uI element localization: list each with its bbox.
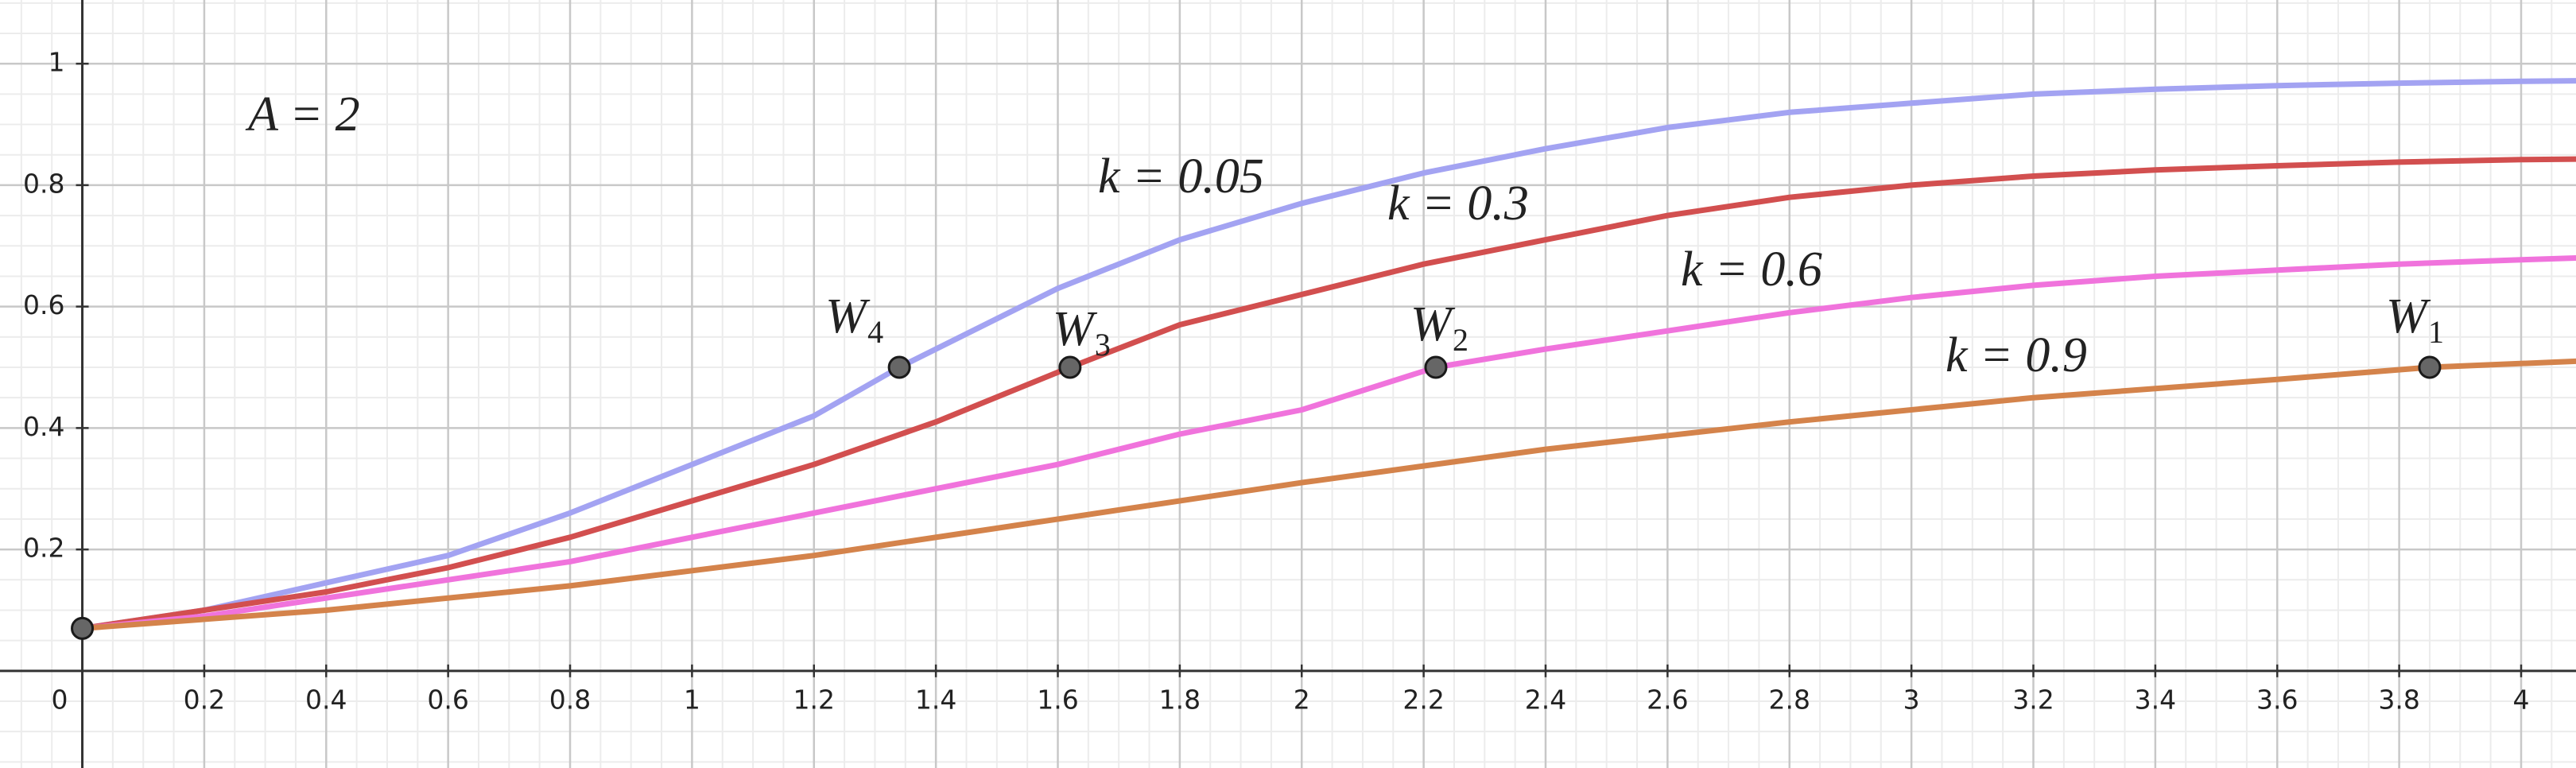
x-tick-label: 2.4 bbox=[1525, 684, 1566, 715]
point-label: W bbox=[2386, 289, 2431, 343]
point bbox=[887, 355, 911, 379]
x-tick-label: 2 bbox=[1294, 684, 1310, 715]
x-tick-label: 2.8 bbox=[1769, 684, 1810, 715]
x-tick-label: 0.2 bbox=[184, 684, 225, 715]
point bbox=[2418, 355, 2442, 379]
point-label-subscript: 2 bbox=[1453, 322, 1468, 358]
point-label: W bbox=[825, 289, 871, 343]
point bbox=[71, 616, 95, 640]
point-label: W bbox=[1053, 302, 1098, 356]
x-tick-label: 3 bbox=[1903, 684, 1920, 715]
x-tick-label: 3.6 bbox=[2256, 684, 2298, 715]
y-tick-label: 0.4 bbox=[23, 411, 64, 442]
y-tick-label: 0.2 bbox=[23, 533, 64, 564]
point-label: W bbox=[1410, 297, 1456, 351]
x-tick-label: 0.6 bbox=[427, 684, 468, 715]
x-tick-label: 3.8 bbox=[2378, 684, 2419, 715]
x-tick-label: 3.4 bbox=[2135, 684, 2176, 715]
curve-label: k = 0.05 bbox=[1098, 149, 1264, 204]
y-tick-label: 0.6 bbox=[23, 289, 64, 320]
curve-label: k = 0.3 bbox=[1387, 176, 1529, 231]
point-label-subscript: 4 bbox=[867, 314, 883, 350]
curve bbox=[80, 358, 2576, 631]
x-tick-label: 0.8 bbox=[549, 684, 591, 715]
point-label-subscript: 1 bbox=[2428, 314, 2444, 350]
annotation: A = 2 bbox=[245, 87, 360, 142]
x-tick-label: 2.6 bbox=[1647, 684, 1688, 715]
y-tick-label: 0.8 bbox=[23, 168, 64, 199]
curve bbox=[80, 156, 2576, 631]
curve bbox=[80, 255, 2576, 631]
point bbox=[1058, 355, 1082, 379]
point bbox=[1424, 355, 1448, 379]
x-tick-label: 1 bbox=[684, 684, 700, 715]
y-tick-label: 1 bbox=[48, 47, 65, 78]
point-label-subscript: 3 bbox=[1095, 327, 1111, 363]
curve-label: k = 0.9 bbox=[1946, 328, 2087, 382]
x-tick-label: 2.2 bbox=[1402, 684, 1444, 715]
curve-label: k = 0.6 bbox=[1681, 242, 1822, 297]
x-tick-label: 0.4 bbox=[305, 684, 347, 715]
x-tick-label: 4 bbox=[2512, 684, 2529, 715]
x-tick-label: 1.6 bbox=[1037, 684, 1078, 715]
x-tick-label: 0 bbox=[52, 684, 68, 715]
curve bbox=[80, 78, 2576, 631]
x-tick-label: 1.8 bbox=[1159, 684, 1201, 715]
x-tick-label: 1.4 bbox=[915, 684, 956, 715]
x-tick-label: 3.2 bbox=[2012, 684, 2054, 715]
x-tick-label: 1.2 bbox=[793, 684, 835, 715]
